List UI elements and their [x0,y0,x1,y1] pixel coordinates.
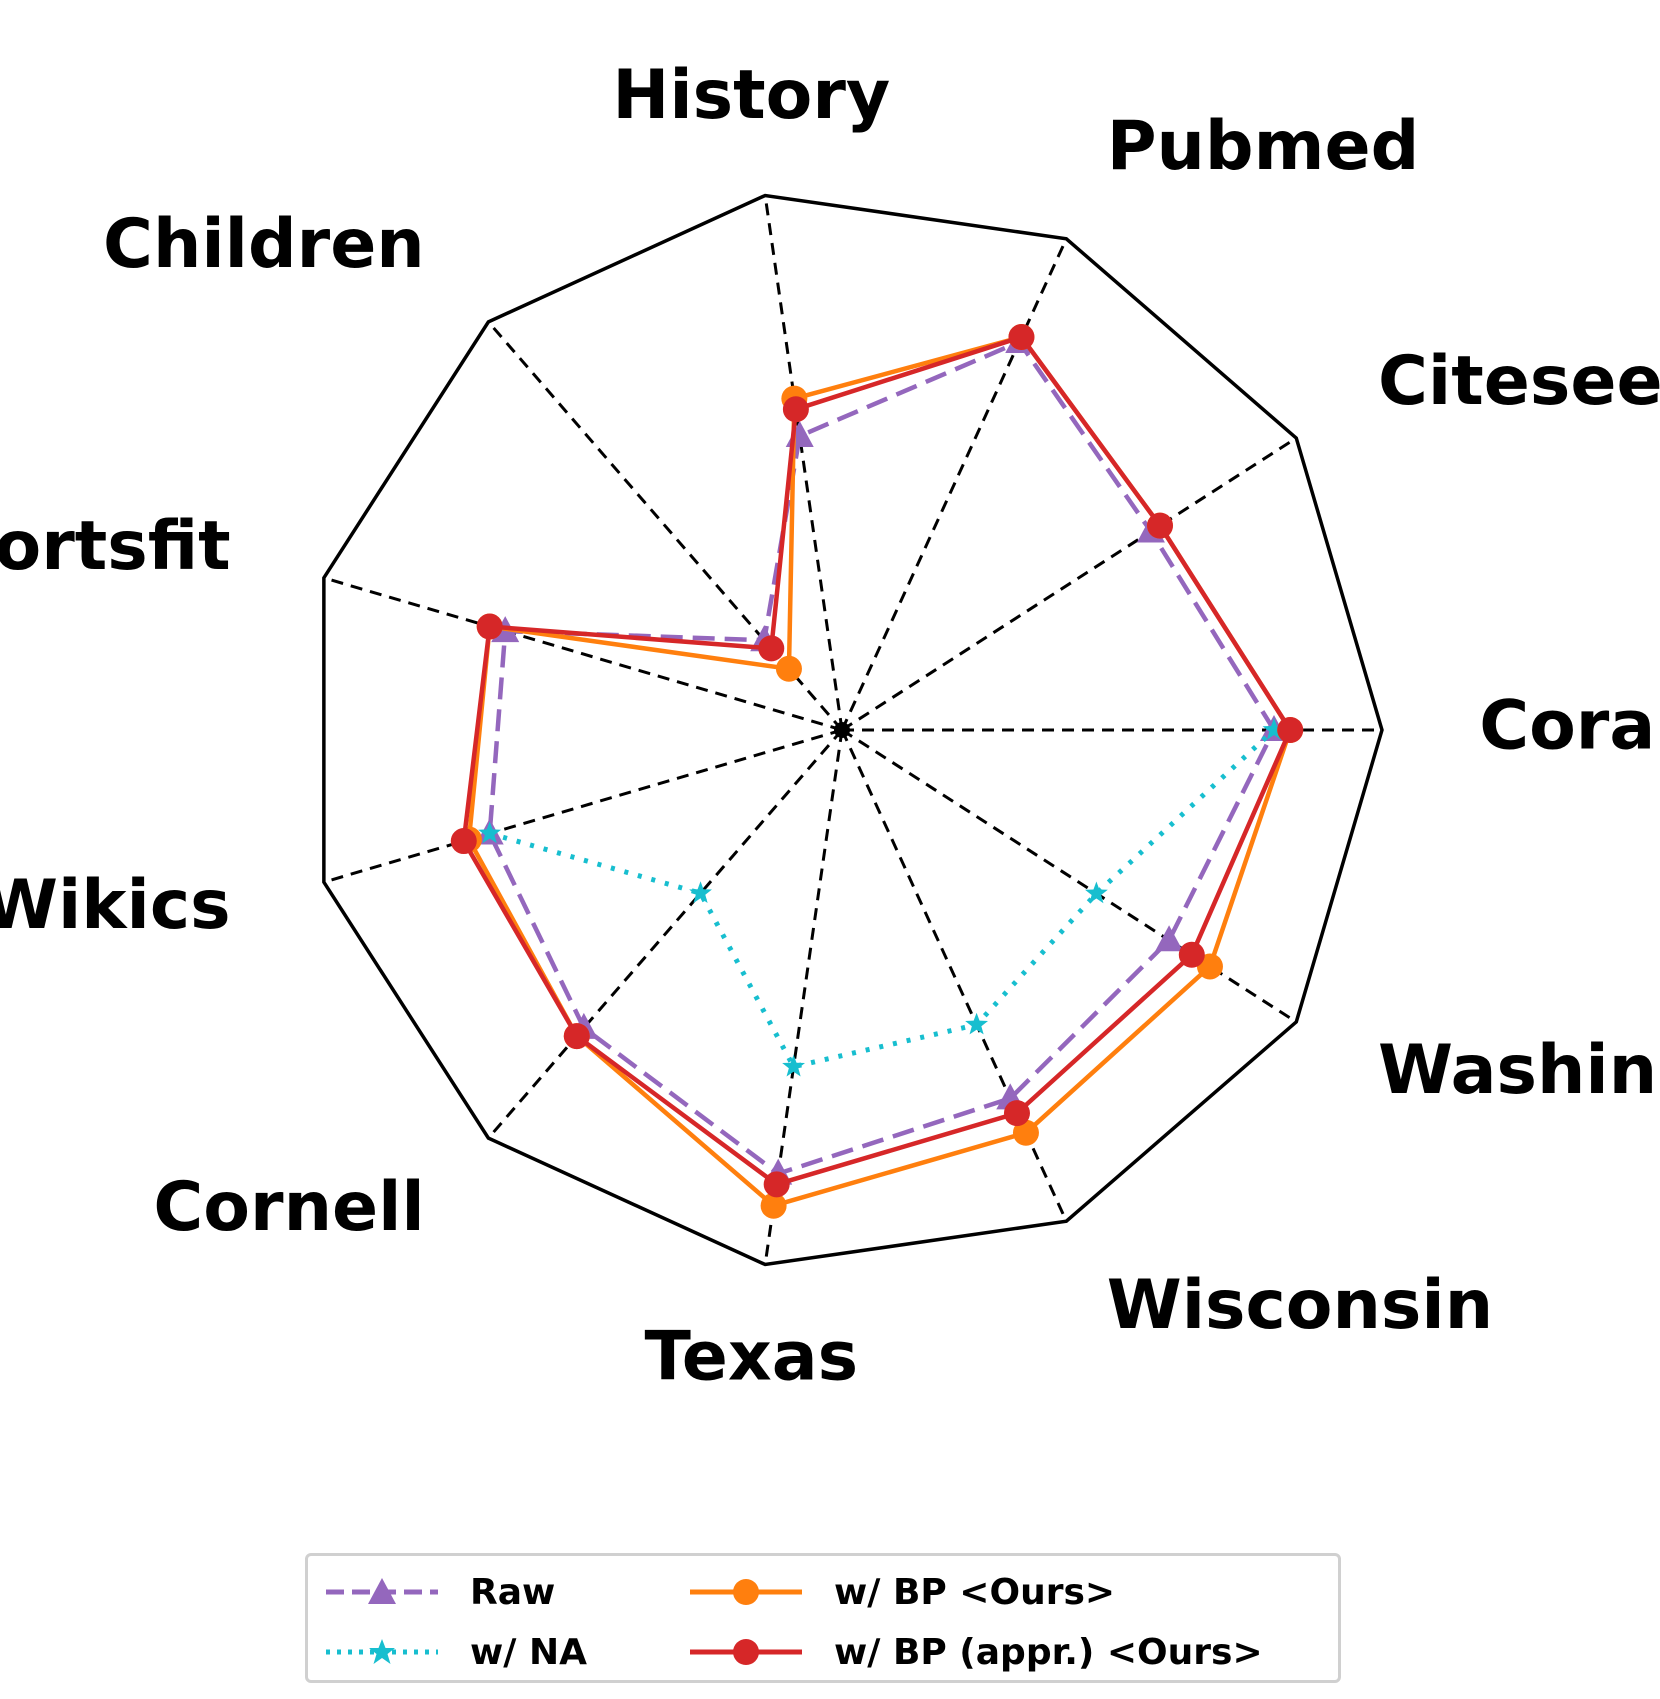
series-w-bp-ours [455,324,1304,1219]
series-line-raw [487,339,1277,1176]
axis-label-pubmed: Pubmed [1107,107,1420,186]
point-w-bp-appr-ours-pubmed [1008,324,1035,351]
legend-item-bp: w/ BP <Ours> [686,1564,1115,1620]
legend-label-bp: w/ BP <Ours> [834,1571,1116,1613]
point-w-bp-appr-ours-wisconsin [1003,1100,1030,1127]
spoke-pubmed [840,238,1068,731]
point-w-bp-ours-children [775,655,802,682]
axis-label-sportsfit: Sportsfit [0,507,231,586]
axis-label-citeseer: Citeseer [1378,342,1660,421]
series-line-w-na [488,728,1276,1070]
axis-label-wisconsin: Wisconsin [1107,1266,1493,1345]
center-marker [834,722,850,738]
axis-label-wikics: Wikics [0,866,231,945]
point-w-na-wikics [478,821,502,844]
point-raw-washington [1155,925,1184,952]
axis-label-texas: Texas [644,1317,858,1396]
radar-outer-frame [322,193,1384,1267]
radar-spokes [323,195,1382,1265]
series-w-na [478,718,1286,1077]
point-w-bp-appr-ours-citeseer [1146,512,1173,539]
legend-item-bp-appr: w/ BP (appr.) <Ours> [686,1624,1263,1680]
spoke-wisconsin [840,729,1068,1222]
point-w-bp-ours-texas [760,1192,787,1219]
axis-label-children: Children [103,205,425,284]
point-w-na-texas [782,1054,805,1077]
axis-label-washington: Washington [1378,1031,1660,1110]
point-w-bp-appr-ours-wikics [450,828,477,855]
radar-axis-labels: Cora Citeseer Pubmed History Children Sportsf… [0,56,1660,1396]
series-w-bp-appr-ours [450,324,1304,1198]
point-w-bp-appr-ours-sportsfit [476,613,503,640]
point-w-bp-appr-ours-washington [1178,941,1205,968]
series-line-w-bp-ours [466,334,1293,1208]
point-w-bp-appr-ours-cora [1277,717,1304,743]
point-w-bp-ours-wisconsin [1012,1119,1039,1146]
spoke-history [763,195,844,731]
point-w-bp-appr-ours-history [782,396,809,423]
axis-label-history: History [612,56,890,135]
spoke-citeseer [841,436,1298,732]
legend-label-bp-appr: w/ BP (appr.) <Ours> [834,1631,1263,1673]
star-marker-icon [369,1639,395,1664]
legend-label-raw: Raw [470,1571,556,1613]
point-w-na-cora [1262,718,1286,740]
spoke-wikics [323,728,843,884]
point-w-na-washington [1084,881,1108,904]
point-w-bp-appr-ours-children [758,635,785,662]
axis-label-cornell: Cornell [153,1168,424,1247]
point-w-bp-appr-ours-cornell [563,1023,590,1050]
point-w-bp-appr-ours-texas [763,1171,790,1198]
spoke-sportsfit [323,576,843,732]
legend-swatch-bp [690,1579,802,1605]
legend-swatch-bp-appr [690,1639,802,1665]
legend-swatch-na [326,1639,438,1664]
legend-swatch-raw [326,1578,438,1604]
legend-item-raw: Raw [322,1564,555,1620]
axis-label-cora: Cora [1479,687,1655,766]
series-line-w-bp-appr-ours [461,334,1293,1187]
radar-frame [322,193,1384,1267]
legend-item-na: w/ NA [322,1624,587,1680]
point-w-na-cornell [689,881,712,903]
legend-label-na: w/ NA [470,1631,587,1673]
spoke-cornell [487,729,844,1140]
point-w-na-wisconsin [965,1012,989,1035]
legend: Raw w/ NA w/ BP <Ours> w/ BP (appr.) <Ou… [305,1553,1341,1683]
radar-series [450,324,1304,1219]
